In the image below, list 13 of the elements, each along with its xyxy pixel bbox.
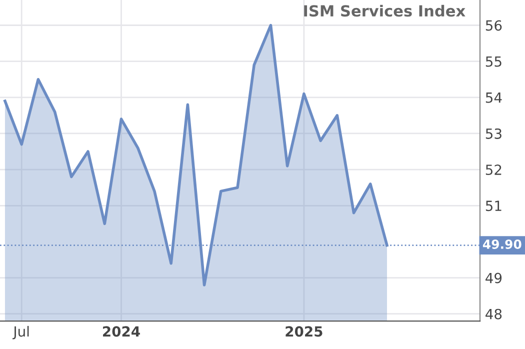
- ref-line-label: 49.90: [482, 239, 522, 249]
- y-tick-label: 51: [486, 200, 502, 212]
- y-tick-label: 52: [486, 164, 502, 176]
- x-tick-label: 2025: [286, 326, 322, 337]
- y-tick-label: 54: [486, 92, 502, 103]
- x-tick-label: 2024: [103, 326, 140, 337]
- y-tick-label: 49: [486, 272, 502, 284]
- y-tick-label: 53: [486, 128, 502, 139]
- y-tick-label: 55: [486, 56, 502, 67]
- y-tick-label: 48: [486, 308, 502, 320]
- chart-title: ISM Services Index: [304, 4, 466, 17]
- x-tick-label: Jul: [12, 326, 29, 340]
- y-tick-label: 56: [486, 20, 502, 31]
